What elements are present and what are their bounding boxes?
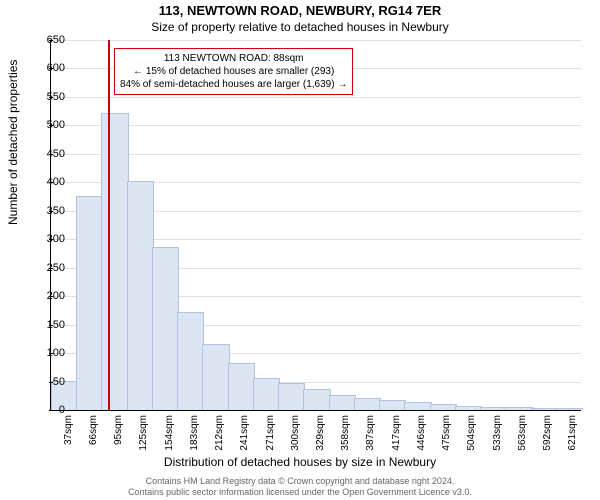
histogram-bar [303, 389, 330, 410]
y-tick-label: 350 [25, 205, 65, 217]
histogram-bar [177, 312, 204, 410]
x-tick-label: 621sqm [567, 415, 578, 455]
histogram-bar [127, 181, 154, 410]
x-tick-label: 446sqm [416, 415, 427, 455]
y-tick-label: 400 [25, 176, 65, 188]
x-tick-label: 95sqm [113, 415, 124, 455]
footer-line-1: Contains HM Land Registry data © Crown c… [0, 476, 600, 487]
gridline [51, 40, 581, 41]
footer-line-2: Contains public sector information licen… [0, 487, 600, 498]
marker-callout: 113 NEWTOWN ROAD: 88sqm ← 15% of detache… [114, 48, 353, 95]
y-tick-mark [49, 410, 53, 411]
y-tick-label: 150 [25, 319, 65, 331]
histogram-bar [278, 383, 305, 410]
y-tick-label: 600 [25, 62, 65, 74]
y-axis-label: Number of detached properties [6, 60, 20, 225]
x-tick-label: 125sqm [138, 415, 149, 455]
histogram-bar [354, 398, 381, 410]
y-tick-mark [49, 353, 53, 354]
chart-title-address: 113, NEWTOWN ROAD, NEWBURY, RG14 7ER [0, 3, 600, 18]
y-tick-mark [49, 211, 53, 212]
y-tick-mark [49, 40, 53, 41]
plot-area: 113 NEWTOWN ROAD: 88sqm ← 15% of detache… [50, 40, 581, 411]
y-tick-label: 650 [25, 34, 65, 46]
y-tick-label: 450 [25, 148, 65, 160]
y-tick-mark [49, 296, 53, 297]
histogram-bar [379, 400, 406, 410]
gridline [51, 97, 581, 98]
histogram-bar [404, 402, 431, 410]
y-tick-label: 100 [25, 347, 65, 359]
histogram-bar [253, 378, 280, 410]
y-tick-label: 0 [25, 404, 65, 416]
x-tick-label: 387sqm [365, 415, 376, 455]
x-tick-label: 241sqm [239, 415, 250, 455]
x-tick-label: 300sqm [290, 415, 301, 455]
histogram-bar [76, 196, 103, 410]
y-tick-mark [49, 325, 53, 326]
histogram-bar [480, 407, 507, 410]
histogram-bar [505, 407, 532, 410]
y-tick-mark [49, 382, 53, 383]
y-tick-label: 50 [25, 376, 65, 388]
x-tick-label: 504sqm [466, 415, 477, 455]
x-tick-label: 417sqm [391, 415, 402, 455]
y-tick-label: 200 [25, 290, 65, 302]
histogram-bar [152, 247, 179, 410]
y-tick-label: 300 [25, 233, 65, 245]
x-tick-label: 183sqm [189, 415, 200, 455]
histogram-bar [202, 344, 229, 410]
x-axis-label: Distribution of detached houses by size … [0, 455, 600, 469]
y-tick-mark [49, 182, 53, 183]
histogram-bar [430, 404, 457, 410]
x-tick-label: 592sqm [542, 415, 553, 455]
y-tick-label: 550 [25, 91, 65, 103]
histogram-bar [531, 408, 558, 410]
chart-title-subtitle: Size of property relative to detached ho… [0, 20, 600, 34]
y-tick-mark [49, 68, 53, 69]
histogram-bar [329, 395, 356, 410]
marker-line [108, 40, 110, 410]
y-tick-mark [49, 154, 53, 155]
y-tick-mark [49, 97, 53, 98]
x-tick-label: 66sqm [88, 415, 99, 455]
y-tick-label: 500 [25, 119, 65, 131]
y-tick-mark [49, 239, 53, 240]
chart-container: 113, NEWTOWN ROAD, NEWBURY, RG14 7ER Siz… [0, 0, 600, 500]
x-tick-label: 37sqm [63, 415, 74, 455]
histogram-bar [556, 408, 583, 410]
histogram-bar [228, 363, 255, 410]
x-tick-label: 212sqm [214, 415, 225, 455]
histogram-bar [455, 406, 482, 410]
x-tick-label: 154sqm [164, 415, 175, 455]
x-tick-label: 358sqm [340, 415, 351, 455]
x-tick-label: 271sqm [265, 415, 276, 455]
x-tick-label: 475sqm [441, 415, 452, 455]
gridline [51, 125, 581, 126]
callout-line-2: ← 15% of detached houses are smaller (29… [120, 65, 347, 78]
x-tick-label: 329sqm [315, 415, 326, 455]
histogram-bar [101, 113, 128, 410]
footer-attribution: Contains HM Land Registry data © Crown c… [0, 476, 600, 498]
callout-line-3: 84% of semi-detached houses are larger (… [120, 78, 347, 91]
callout-line-1: 113 NEWTOWN ROAD: 88sqm [120, 52, 347, 65]
y-tick-label: 250 [25, 262, 65, 274]
x-tick-label: 563sqm [517, 415, 528, 455]
y-tick-mark [49, 268, 53, 269]
gridline [51, 154, 581, 155]
y-tick-mark [49, 125, 53, 126]
x-tick-label: 533sqm [492, 415, 503, 455]
